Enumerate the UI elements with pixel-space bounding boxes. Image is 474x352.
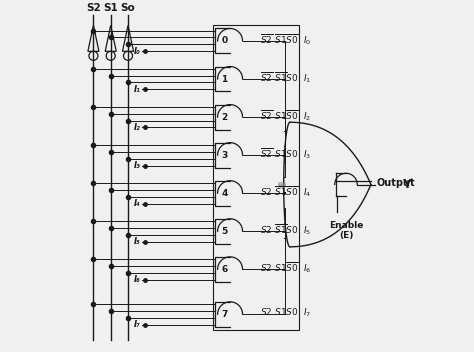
Text: S1: S1	[103, 3, 118, 13]
Text: $S2\ S1\overline{S0}\ \ I_6$: $S2\ S1\overline{S0}\ \ I_6$	[260, 260, 311, 275]
Text: I₃: I₃	[133, 161, 140, 170]
Text: $\overline{S2}\ \overline{S1}S0\ \ I_1$: $\overline{S2}\ \overline{S1}S0\ \ I_1$	[260, 70, 311, 84]
Text: I₄: I₄	[133, 199, 140, 208]
Text: I₅: I₅	[133, 237, 140, 246]
Text: 3: 3	[221, 151, 228, 159]
Text: 5: 5	[221, 227, 228, 236]
Text: $\overline{S2}\ S1\overline{S0}\ \ I_2$: $\overline{S2}\ S1\overline{S0}\ \ I_2$	[260, 108, 311, 123]
Text: 7: 7	[221, 310, 228, 319]
Text: I₇: I₇	[133, 320, 140, 329]
Text: $\overline{S2}\ S1S0\ \ I_3$: $\overline{S2}\ S1S0\ \ I_3$	[260, 146, 311, 161]
Text: 6: 6	[221, 265, 228, 274]
Text: So: So	[121, 3, 136, 13]
Text: $S2\ \overline{S1}S0\ \ I_5$: $S2\ \overline{S1}S0\ \ I_5$	[260, 222, 311, 237]
Text: Y: Y	[402, 178, 411, 191]
Text: Enable
(E): Enable (E)	[329, 221, 363, 240]
Text: 0: 0	[221, 37, 228, 45]
Text: I₆: I₆	[133, 275, 140, 284]
Text: $S2\ \overline{S1}\overline{S0}\ \ I_4$: $S2\ \overline{S1}\overline{S0}\ \ I_4$	[260, 184, 311, 199]
Text: 1: 1	[221, 75, 228, 83]
Text: $S2\ S1S0\ \ I_7$: $S2\ S1S0\ \ I_7$	[260, 306, 311, 319]
Text: $\overline{S2}\ \overline{S1}\overline{S0}\ \ I_0$: $\overline{S2}\ \overline{S1}\overline{S…	[260, 32, 311, 46]
Text: 4: 4	[221, 189, 228, 198]
Text: 2: 2	[221, 113, 228, 121]
Text: S2: S2	[86, 3, 101, 13]
Text: I₂: I₂	[133, 123, 140, 132]
Text: I₀: I₀	[133, 47, 140, 56]
Text: I₁: I₁	[133, 85, 140, 94]
Text: Output: Output	[376, 178, 415, 188]
